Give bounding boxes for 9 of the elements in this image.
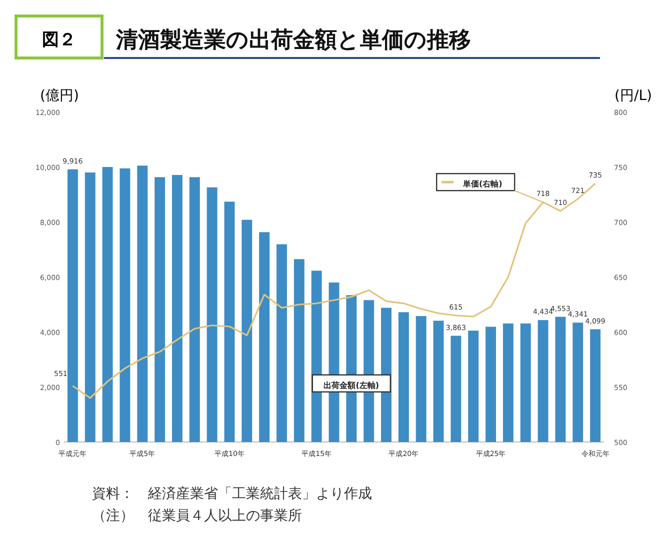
y-axis-title: (億円) — [40, 88, 79, 104]
chart-title: 清酒製造業の出荷金額と単価の推移 — [115, 28, 471, 53]
series-label: 出荷金額(左軸) — [324, 380, 380, 390]
series-name-bar: 出荷金額(左軸) — [312, 374, 391, 392]
text: （注） 従業員４人以上の事業所 — [92, 508, 302, 524]
text: 資料： 経済産業省「工業統計表」より作成 — [92, 486, 372, 502]
caption: 図２ — [42, 30, 76, 50]
legend-label: 単価(右軸) — [462, 180, 502, 189]
y2-axis-title: (円/L) — [614, 88, 652, 104]
